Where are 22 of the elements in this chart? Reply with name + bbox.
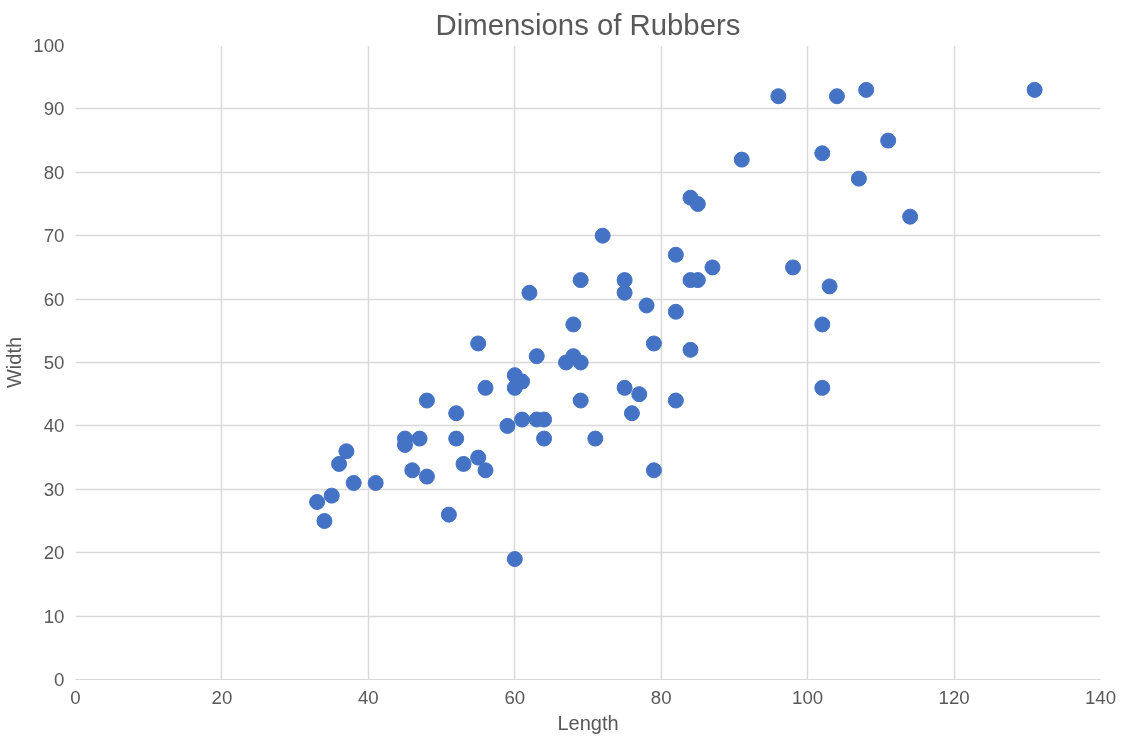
y-axis-title: Width [3, 336, 26, 389]
y-tick-label: 90 [43, 98, 65, 120]
y-tick-label: 70 [43, 225, 65, 247]
x-tick-label: 140 [1084, 686, 1117, 708]
chart-title: Dimensions of Rubbers [435, 7, 741, 41]
x-tick-label: 40 [357, 686, 379, 708]
y-tick-label: 0 [54, 669, 65, 690]
x-tick-label: 0 [70, 686, 81, 708]
y-tick-label: 40 [43, 415, 65, 437]
x-tick-label: 120 [938, 686, 970, 708]
x-tick-label: 100 [792, 686, 824, 708]
y-tick-label: 80 [43, 161, 65, 183]
x-tick-label: 20 [211, 686, 233, 708]
y-tick-label: 10 [43, 605, 65, 627]
y-tick-label: 100 [33, 35, 65, 56]
x-tick-label: 80 [650, 686, 672, 708]
y-tick-label: 30 [43, 478, 65, 500]
x-axis-title: Length [557, 711, 619, 734]
y-tick-label: 50 [43, 352, 65, 373]
x-tick-label: 60 [504, 686, 526, 708]
y-tick-label: 60 [43, 288, 65, 310]
y-tick-label: 20 [43, 542, 65, 564]
